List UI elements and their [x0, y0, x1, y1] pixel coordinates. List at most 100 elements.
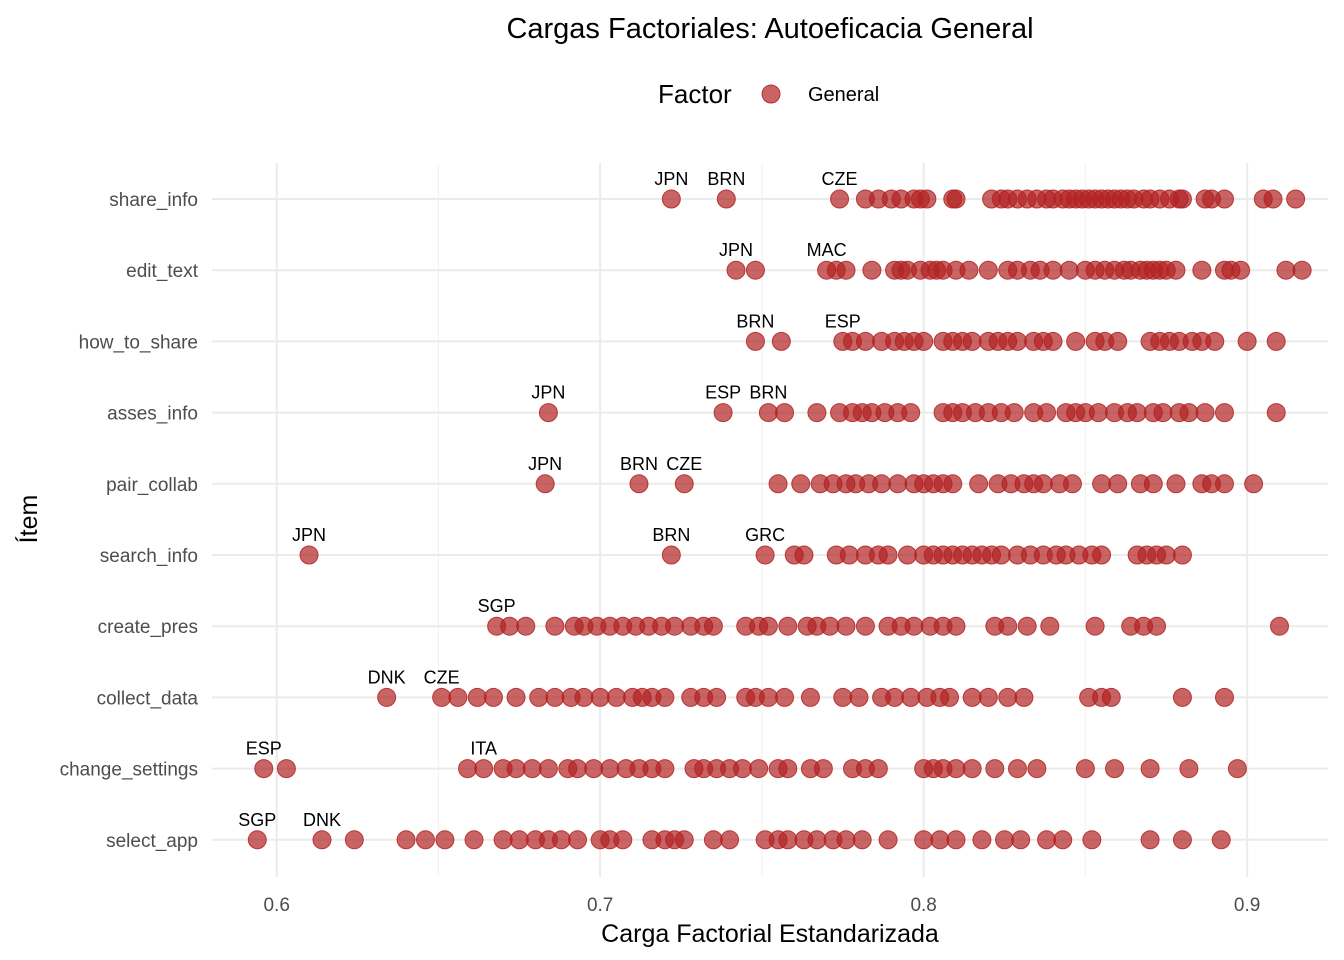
data-point	[998, 616, 1018, 636]
point-label: JPN	[654, 169, 688, 189]
data-point	[574, 687, 594, 707]
data-point	[1227, 759, 1247, 779]
data-point	[904, 616, 924, 636]
data-point	[458, 759, 478, 779]
point-label: SGP	[478, 596, 516, 616]
data-point	[568, 759, 588, 779]
data-point	[962, 687, 982, 707]
data-point	[745, 331, 765, 351]
data-point	[703, 830, 723, 850]
data-point	[606, 687, 626, 707]
data-point	[1205, 331, 1225, 351]
data-point	[946, 830, 966, 850]
point-label: BRN	[620, 454, 658, 474]
data-point	[1066, 331, 1086, 351]
data-point	[529, 687, 549, 707]
data-point	[1172, 687, 1192, 707]
data-point	[1237, 331, 1257, 351]
point-label: BRN	[652, 525, 690, 545]
data-point	[1214, 687, 1234, 707]
legend-key-general	[761, 84, 781, 104]
point-label: BRN	[707, 169, 745, 189]
data-point	[1263, 189, 1283, 209]
data-point	[901, 687, 921, 707]
data-point	[839, 545, 859, 565]
data-point	[1092, 474, 1112, 494]
data-point	[1075, 759, 1095, 779]
data-point	[1195, 403, 1215, 423]
data-point	[813, 759, 833, 779]
data-point	[836, 830, 856, 850]
data-point	[674, 474, 694, 494]
data-point	[1108, 474, 1128, 494]
data-point	[885, 687, 905, 707]
data-point	[1007, 331, 1027, 351]
data-point	[312, 830, 332, 850]
data-point	[726, 260, 746, 280]
data-point	[849, 687, 869, 707]
data-point	[1172, 545, 1192, 565]
chart-title: Cargas Factoriales: Autoeficacia General	[506, 13, 1033, 45]
data-point	[1105, 759, 1125, 779]
data-point	[545, 616, 565, 636]
data-point	[862, 260, 882, 280]
data-point	[878, 545, 898, 565]
data-point	[749, 759, 769, 779]
data-point	[1011, 830, 1031, 850]
data-point	[878, 830, 898, 850]
data-point	[1101, 687, 1121, 707]
data-point	[946, 759, 966, 779]
point-label: ESP	[246, 739, 282, 759]
data-point	[545, 687, 565, 707]
data-point	[435, 830, 455, 850]
data-point	[959, 260, 979, 280]
data-point	[807, 830, 827, 850]
data-point	[778, 830, 798, 850]
data-point	[1156, 545, 1176, 565]
data-point	[872, 474, 892, 494]
point-label: JPN	[719, 240, 753, 260]
data-point	[962, 331, 982, 351]
data-point	[836, 260, 856, 280]
data-point	[791, 474, 811, 494]
data-point	[733, 759, 753, 779]
data-point	[1166, 474, 1186, 494]
data-point	[1004, 403, 1024, 423]
data-point	[758, 616, 778, 636]
point-label: ESP	[825, 311, 861, 331]
data-point	[807, 403, 827, 423]
data-point	[775, 403, 795, 423]
data-point	[855, 616, 875, 636]
data-point	[888, 474, 908, 494]
data-point	[448, 687, 468, 707]
data-point	[516, 616, 536, 636]
point-label: ESP	[705, 383, 741, 403]
data-point	[538, 403, 558, 423]
data-point	[584, 759, 604, 779]
data-point	[1027, 759, 1047, 779]
data-point	[1179, 403, 1199, 423]
data-point	[833, 687, 853, 707]
data-point	[1053, 830, 1073, 850]
data-point	[655, 759, 675, 779]
legend: Factor General	[658, 79, 879, 109]
data-point	[1172, 830, 1192, 850]
data-point	[917, 189, 937, 209]
data-point	[509, 830, 529, 850]
data-point	[998, 687, 1018, 707]
data-point	[794, 545, 814, 565]
data-point	[1040, 616, 1060, 636]
y-tick-label: share_info	[109, 190, 198, 211]
data-point	[1037, 830, 1057, 850]
data-point	[914, 830, 934, 850]
x-tick-labels: 0.6 0.7 0.8 0.9	[263, 895, 1260, 916]
data-point	[344, 830, 364, 850]
data-point	[1286, 189, 1306, 209]
data-point	[1153, 403, 1173, 423]
data-point	[1211, 830, 1231, 850]
y-axis-title: Ítem	[14, 495, 43, 544]
data-point	[1140, 830, 1160, 850]
data-point	[768, 474, 788, 494]
y-tick-label: create_pres	[98, 617, 198, 638]
